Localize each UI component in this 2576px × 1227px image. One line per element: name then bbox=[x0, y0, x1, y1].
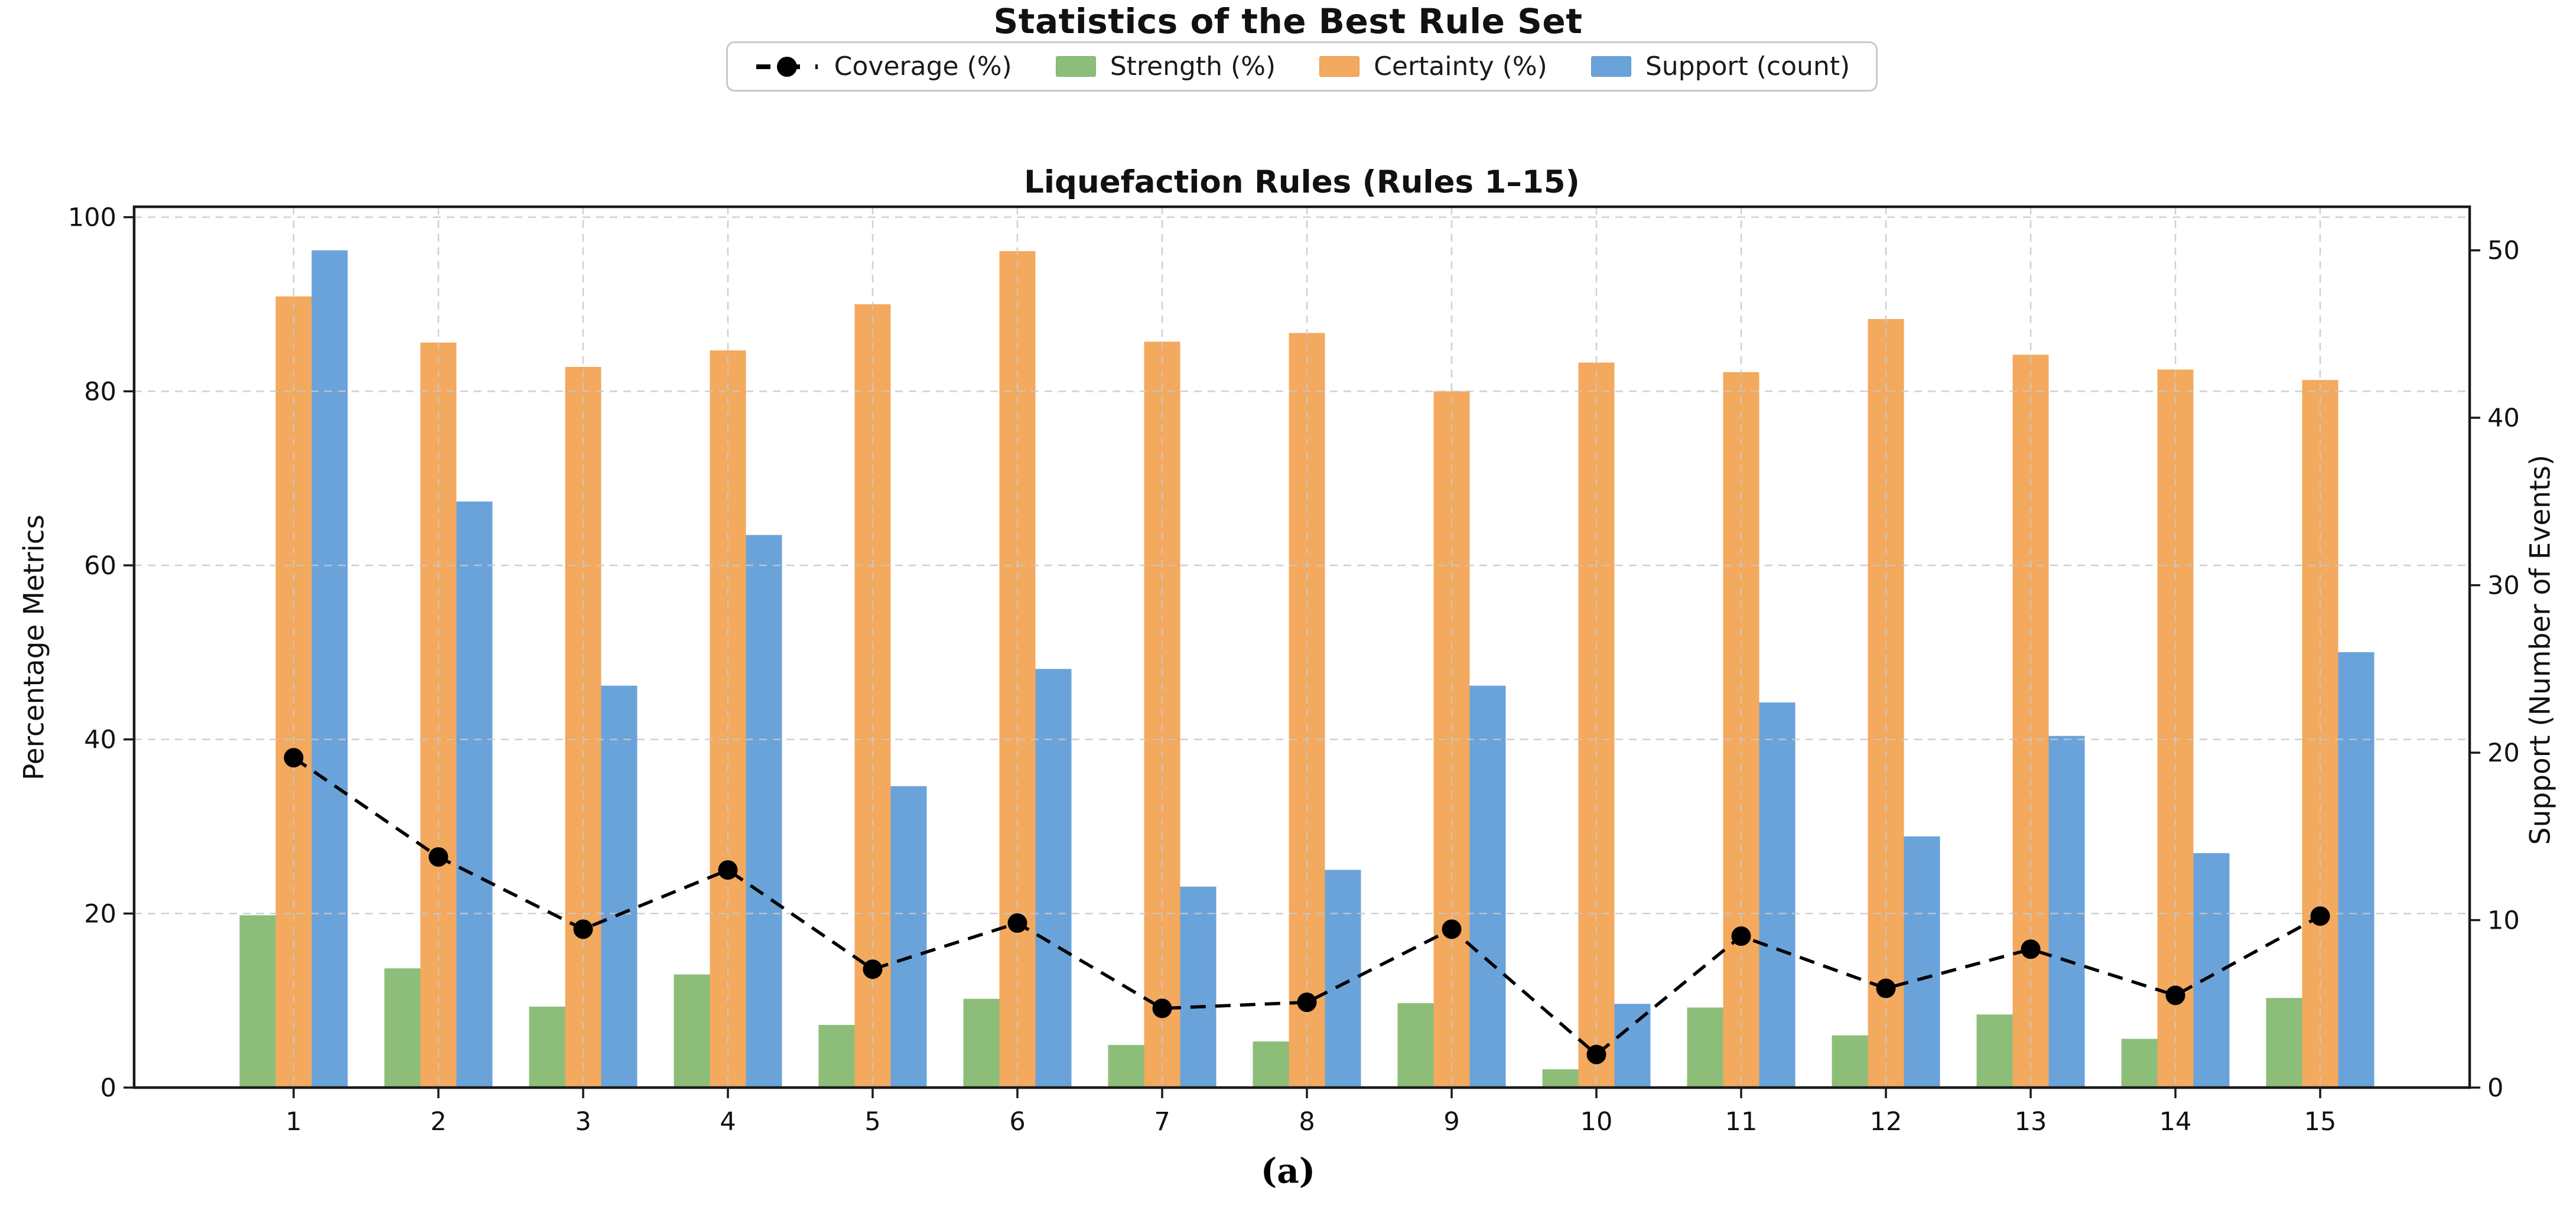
legend-wrap: Coverage (%) Strength (%) Certainty (%) Sup… bbox=[134, 41, 2470, 92]
legend-swatch-icon bbox=[1319, 56, 1360, 77]
bar-strength-rule-8 bbox=[1253, 1041, 1289, 1088]
bar-strength-rule-12 bbox=[1832, 1035, 1868, 1088]
bar-support-count-rule-1 bbox=[311, 250, 348, 1088]
coverage-line-marker-icon bbox=[756, 56, 818, 77]
bar-strength-rule-11 bbox=[1687, 1007, 1723, 1088]
bar-strength-rule-13 bbox=[1976, 1014, 2013, 1088]
legend-item-certainty: Certainty (%) bbox=[1319, 51, 1547, 82]
legend-item-strength: Strength (%) bbox=[1055, 51, 1276, 82]
left-tick-label-20: 20 bbox=[84, 899, 116, 929]
left-tick-label-0: 0 bbox=[100, 1073, 116, 1103]
legend-item-coverage: Coverage (%) bbox=[754, 51, 1012, 82]
legend-item-support-count: Support (count) bbox=[1591, 51, 1850, 82]
legend-item-label: Support (count) bbox=[1645, 51, 1850, 82]
axes-title: Liquefaction Rules (Rules 1–15) bbox=[1024, 164, 1580, 200]
bar-support-count-rule-10 bbox=[1614, 1004, 1651, 1088]
coverage-marker-rule-3 bbox=[573, 919, 593, 939]
x-tick-label-13: 13 bbox=[2015, 1107, 2047, 1137]
x-tick-label-2: 2 bbox=[430, 1107, 446, 1137]
chart-title: Statistics of the Best Rule Set bbox=[993, 1, 1583, 41]
bar-strength-rule-4 bbox=[674, 974, 710, 1088]
x-tick-label-15: 15 bbox=[2304, 1107, 2337, 1137]
coverage-marker-rule-2 bbox=[428, 847, 448, 867]
bar-strength-rule-15 bbox=[2266, 998, 2302, 1088]
coverage-marker-rule-8 bbox=[1297, 992, 1317, 1013]
x-tick-label-4: 4 bbox=[720, 1107, 736, 1137]
coverage-marker-rule-6 bbox=[1007, 913, 1027, 933]
right-tick-label-30: 30 bbox=[2487, 571, 2520, 601]
bar-support-count-rule-7 bbox=[1180, 886, 1217, 1088]
bar-strength-rule-3 bbox=[529, 1006, 565, 1088]
bar-strength-rule-10 bbox=[1542, 1069, 1579, 1088]
x-tick-label-5: 5 bbox=[864, 1107, 880, 1137]
bar-strength-rule-9 bbox=[1397, 1003, 1434, 1088]
coverage-marker-rule-14 bbox=[2165, 985, 2185, 1005]
right-tick-label-0: 0 bbox=[2487, 1073, 2503, 1103]
legend: Coverage (%) Strength (%) Certainty (%) Sup… bbox=[726, 41, 1878, 92]
coverage-marker-rule-4 bbox=[718, 860, 738, 880]
x-tick-label-14: 14 bbox=[2159, 1107, 2192, 1137]
bar-support-count-rule-2 bbox=[456, 501, 493, 1088]
coverage-marker-rule-15 bbox=[2310, 906, 2330, 926]
coverage-marker-rule-1 bbox=[284, 748, 304, 768]
bar-support-count-rule-15 bbox=[2338, 652, 2375, 1088]
legend-swatch-icon bbox=[1055, 56, 1096, 77]
x-tick-label-11: 11 bbox=[1725, 1107, 1758, 1137]
right-tick-label-10: 10 bbox=[2487, 906, 2520, 936]
legend-item-label: Strength (%) bbox=[1110, 51, 1276, 82]
x-tick-label-3: 3 bbox=[575, 1107, 591, 1137]
x-tick-label-7: 7 bbox=[1154, 1107, 1170, 1137]
x-tick-label-6: 6 bbox=[1009, 1107, 1025, 1137]
bar-support-count-rule-13 bbox=[2048, 735, 2085, 1088]
coverage-marker-rule-10 bbox=[1586, 1044, 1606, 1065]
bar-strength-rule-1 bbox=[239, 915, 276, 1088]
right-tick-label-40: 40 bbox=[2487, 403, 2520, 433]
bar-strength-rule-14 bbox=[2121, 1039, 2158, 1088]
legend-item-label: Coverage (%) bbox=[834, 51, 1012, 82]
bar-support-count-rule-8 bbox=[1325, 870, 1361, 1088]
bar-support-count-rule-12 bbox=[1904, 836, 1940, 1088]
bar-support-count-rule-4 bbox=[746, 535, 782, 1088]
left-tick-label-60: 60 bbox=[84, 551, 116, 581]
left-tick-label-40: 40 bbox=[84, 725, 116, 755]
x-tick-label-1: 1 bbox=[285, 1107, 301, 1137]
bar-support-count-rule-3 bbox=[601, 685, 638, 1088]
left-tick-label-100: 100 bbox=[68, 203, 116, 233]
legend-item-label: Certainty (%) bbox=[1374, 51, 1547, 82]
bar-strength-rule-6 bbox=[963, 998, 1000, 1088]
bar-certainty-rule-4 bbox=[710, 350, 746, 1088]
coverage-marker-rule-5 bbox=[863, 959, 883, 979]
figure-caption: (a) bbox=[1260, 1151, 1316, 1191]
bar-certainty-rule-13 bbox=[2012, 354, 2049, 1088]
right-tick-label-20: 20 bbox=[2487, 738, 2520, 768]
coverage-marker-rule-11 bbox=[1731, 926, 1751, 946]
x-tick-label-10: 10 bbox=[1580, 1107, 1613, 1137]
coverage-marker-rule-9 bbox=[1442, 919, 1462, 939]
bar-strength-rule-5 bbox=[818, 1024, 855, 1088]
bar-strength-rule-7 bbox=[1108, 1044, 1144, 1088]
x-tick-label-9: 9 bbox=[1443, 1107, 1459, 1137]
bar-support-count-rule-6 bbox=[1035, 669, 1072, 1088]
bar-strength-rule-2 bbox=[384, 968, 421, 1088]
bar-support-count-rule-11 bbox=[1759, 702, 1796, 1088]
bar-support-count-rule-9 bbox=[1469, 685, 1506, 1088]
x-tick-label-8: 8 bbox=[1299, 1107, 1315, 1137]
bar-support-count-rule-5 bbox=[890, 786, 927, 1088]
legend-swatch-icon bbox=[1591, 56, 1631, 77]
x-tick-label-12: 12 bbox=[1870, 1107, 1902, 1137]
left-tick-label-80: 80 bbox=[84, 377, 116, 406]
coverage-marker-rule-13 bbox=[2021, 939, 2041, 959]
plot-border bbox=[132, 205, 2471, 1089]
coverage-marker-rule-7 bbox=[1152, 998, 1172, 1018]
right-tick-label-50: 50 bbox=[2487, 236, 2520, 266]
coverage-marker-rule-12 bbox=[1876, 978, 1896, 998]
